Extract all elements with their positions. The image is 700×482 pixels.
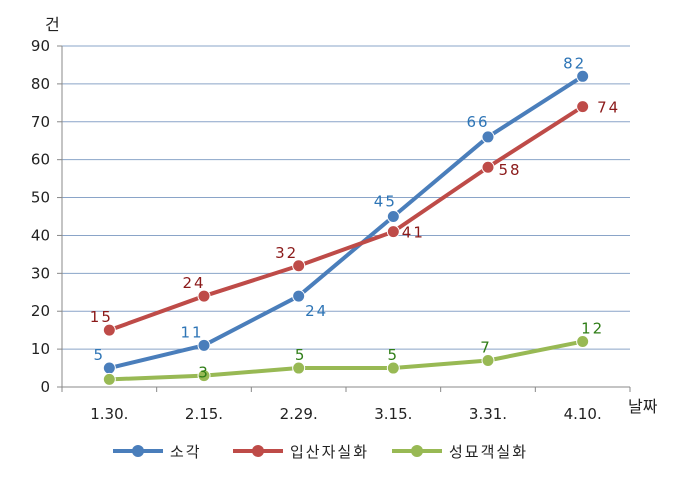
series-lines: [102, 69, 590, 386]
y-tick-labels: 0 10 20 30 40 50 60 70 80 90: [31, 37, 50, 396]
data-label: 5: [94, 346, 106, 364]
data-labels: 5 11 24 45 66 82 15 24 32 41 58 74 3 5 5 7 12: [90, 54, 620, 382]
data-label: 24: [182, 274, 205, 292]
y-tick-label: 60: [31, 151, 50, 169]
data-point: [292, 259, 306, 273]
data-label: 7: [480, 338, 492, 356]
data-point: [102, 361, 116, 375]
series-line: [108, 104, 584, 333]
y-tick-label: 40: [31, 226, 50, 244]
y-tick-label: 0: [40, 378, 50, 396]
y-axis-unit: 건: [45, 15, 60, 34]
legend-marker: [411, 445, 423, 457]
x-tick-label: 4.10.: [564, 405, 602, 423]
data-label: 45: [374, 193, 397, 211]
data-label: 82: [563, 54, 586, 72]
data-point: [292, 361, 306, 375]
data-point: [386, 210, 400, 223]
y-tick-label: 90: [31, 37, 50, 55]
data-label: 66: [466, 113, 489, 131]
legend-marker: [252, 445, 264, 457]
data-label: 58: [498, 161, 521, 179]
data-point: [481, 353, 495, 367]
y-tick-label: 20: [31, 302, 50, 320]
data-point: [576, 69, 590, 83]
data-label: 74: [597, 99, 620, 117]
x-tick-label: 3.31.: [469, 405, 507, 423]
data-label: 41: [402, 224, 425, 242]
data-label: 24: [305, 302, 328, 320]
data-point: [102, 323, 116, 337]
legend-label: 입산자실화: [290, 443, 369, 461]
data-point: [197, 338, 211, 352]
data-point: [292, 289, 306, 303]
data-label: 32: [275, 244, 298, 262]
data-point: [197, 289, 211, 303]
x-axis-unit: 날짜: [628, 397, 658, 416]
y-tick-label: 30: [31, 264, 50, 282]
data-point: [576, 335, 590, 349]
data-point: [386, 361, 400, 375]
x-tick-label: 1.30.: [90, 405, 128, 423]
data-point: [481, 160, 495, 174]
x-tick-label: 3.15.: [374, 405, 412, 423]
data-point: [576, 100, 590, 114]
y-tick-label: 70: [31, 113, 50, 131]
data-label: 12: [581, 320, 604, 338]
x-tick-label: 2.15.: [185, 405, 223, 423]
data-label: 15: [90, 308, 113, 326]
y-tick-label: 50: [31, 189, 50, 207]
data-point: [102, 372, 116, 386]
legend-label: 소각: [170, 443, 202, 461]
y-tick-label: 80: [31, 75, 50, 93]
x-tick-label: 2.29.: [280, 405, 318, 423]
data-label: 11: [180, 323, 203, 341]
series-line: [109, 339, 584, 382]
legend-marker: [132, 445, 144, 457]
y-tick-label: 10: [31, 340, 50, 358]
data-point: [481, 130, 495, 144]
gridlines: [62, 45, 630, 350]
x-tick-labels: 1.30. 2.15. 2.29. 3.15. 3.31. 4.10.: [90, 405, 602, 423]
legend-label: 성묘객실화: [449, 443, 528, 461]
data-label: 5: [295, 346, 307, 364]
data-point: [386, 225, 400, 239]
axes: [57, 45, 631, 392]
data-label: 3: [198, 364, 210, 382]
data-point: [197, 369, 211, 383]
legend: 소각 입산자실화 성묘객실화: [113, 443, 528, 461]
series-line: [108, 74, 584, 371]
data-label: 5: [388, 346, 400, 364]
